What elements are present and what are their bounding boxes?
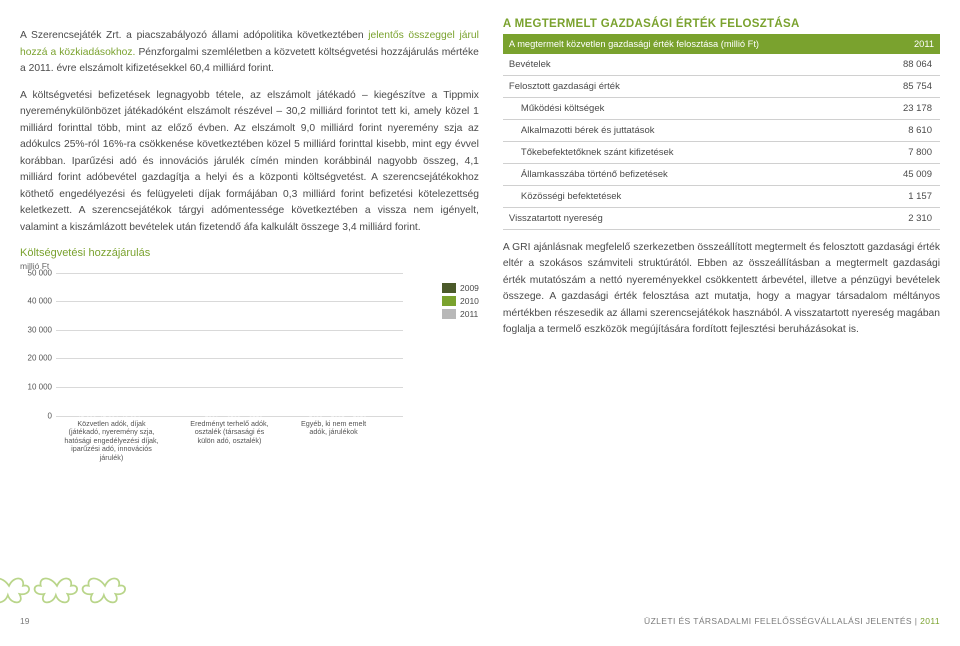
table-row: Tőkebefektetőknek szánt kifizetések7 800 — [503, 142, 940, 164]
page-number: 19 — [20, 616, 29, 626]
chart-title: Költségvetési hozzájárulás — [20, 247, 479, 259]
table-row: Alkalmazotti bérek és juttatások8 610 — [503, 120, 940, 142]
distribution-table: Bevételek88 064Felosztott gazdasági érté… — [503, 54, 940, 230]
table-row: Felosztott gazdasági érték85 754 — [503, 76, 940, 98]
chart-subtitle: millió Ft — [20, 261, 479, 271]
table-row: Működési költségek23 178 — [503, 98, 940, 120]
intro-paragraph: A Szerencsejáték Zrt. a piacszabályozó á… — [20, 28, 479, 77]
budget-chart: 010 00020 00030 00040 00050 00045 60347 … — [20, 273, 479, 458]
clover-decoration — [0, 558, 134, 616]
chart-legend: 200920102011 — [442, 283, 479, 322]
table-header-year: 2011 — [914, 39, 934, 49]
gri-paragraph: A GRI ajánlásnak megfelelő szerkezetben … — [503, 240, 940, 339]
table-row: Bevételek88 064 — [503, 54, 940, 76]
table-row: Közösségi befektetések1 157 — [503, 186, 940, 208]
footer-title: ÜZLETI ÉS TÁRSADALMI FELELŐSSÉGVÁLLALÁSI… — [644, 616, 940, 626]
distribution-title: A MEGTERMELT GAZDASÁGI ÉRTÉK FELOSZTÁSA — [503, 18, 940, 30]
table-header-left: A megtermelt közvetlen gazdasági érték f… — [509, 39, 759, 49]
table-row: Államkasszába történő befizetések45 009 — [503, 164, 940, 186]
table-header: A megtermelt közvetlen gazdasági érték f… — [503, 34, 940, 54]
table-row: Visszatartott nyereség2 310 — [503, 208, 940, 230]
body-paragraph: A költségvetési befizetések legnagyobb t… — [20, 88, 479, 236]
